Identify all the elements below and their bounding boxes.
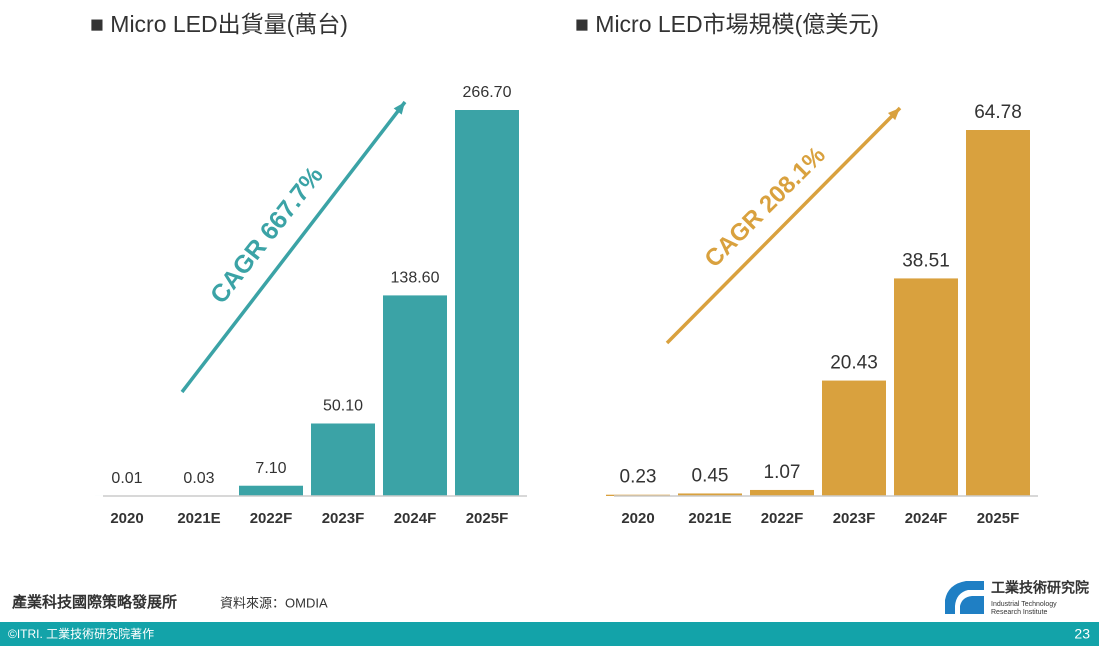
arrow-head <box>393 102 405 115</box>
logo-line: Research Institute <box>991 609 1048 616</box>
page-number: 23 <box>1074 626 1090 642</box>
bar <box>311 423 375 496</box>
x-tick-label: 2025F <box>977 510 1020 527</box>
bar <box>966 130 1030 496</box>
footer-bar <box>0 622 1099 646</box>
value-label: 20.43 <box>830 353 878 374</box>
x-tick-label: 2021E <box>688 510 731 527</box>
value-label: 64.78 <box>974 102 1022 123</box>
logo-shape <box>945 581 984 614</box>
value-label: 0.23 <box>620 467 657 488</box>
x-tick-label: 2020 <box>621 510 654 527</box>
value-label: 266.70 <box>463 84 512 101</box>
value-label: 7.10 <box>255 460 286 477</box>
bar <box>894 278 958 496</box>
trend-arrow <box>665 106 902 345</box>
chart-title: ■ Micro LED市場規模(億美元) <box>575 11 879 37</box>
value-label: 138.60 <box>391 270 440 287</box>
bar <box>822 380 886 496</box>
value-label: 0.45 <box>692 465 729 486</box>
footer-org: 產業科技國際策略發展所 <box>11 593 177 611</box>
chart-title: ■ Micro LED出貨量(萬台) <box>90 11 348 37</box>
bar <box>750 489 814 496</box>
x-tick-label: 2025F <box>466 510 509 527</box>
copyright: ©ITRI. 工業技術研究院著作 <box>8 626 154 641</box>
x-tick-label: 2024F <box>394 510 437 527</box>
arrow-head <box>887 108 900 121</box>
bar <box>455 110 519 496</box>
bar <box>239 485 303 496</box>
logo-line: Industrial Technology <box>991 601 1057 608</box>
x-tick-label: 2024F <box>905 510 948 527</box>
bar <box>383 295 447 496</box>
x-tick-label: 2022F <box>761 510 804 527</box>
logo-name: 工業技術研究院 <box>991 580 1089 596</box>
x-tick-label: 2022F <box>250 510 293 527</box>
x-tick-label: 2023F <box>322 510 365 527</box>
value-label: 0.03 <box>183 470 214 487</box>
value-label: 38.51 <box>902 250 950 271</box>
logo: 工業技術研究院 Industrial Technology Research I… <box>945 580 1089 616</box>
bar <box>678 493 742 496</box>
x-tick-label: 2021E <box>177 510 220 527</box>
logo-shape <box>960 596 984 614</box>
x-tick-label: 2020 <box>110 510 143 527</box>
value-label: 1.07 <box>764 462 801 483</box>
x-tick-label: 2023F <box>833 510 876 527</box>
trend-arrow <box>180 100 407 394</box>
value-label: 0.01 <box>111 470 142 487</box>
footer-source: 資料來源：OMDIA <box>220 595 328 610</box>
value-label: 50.10 <box>323 398 363 415</box>
